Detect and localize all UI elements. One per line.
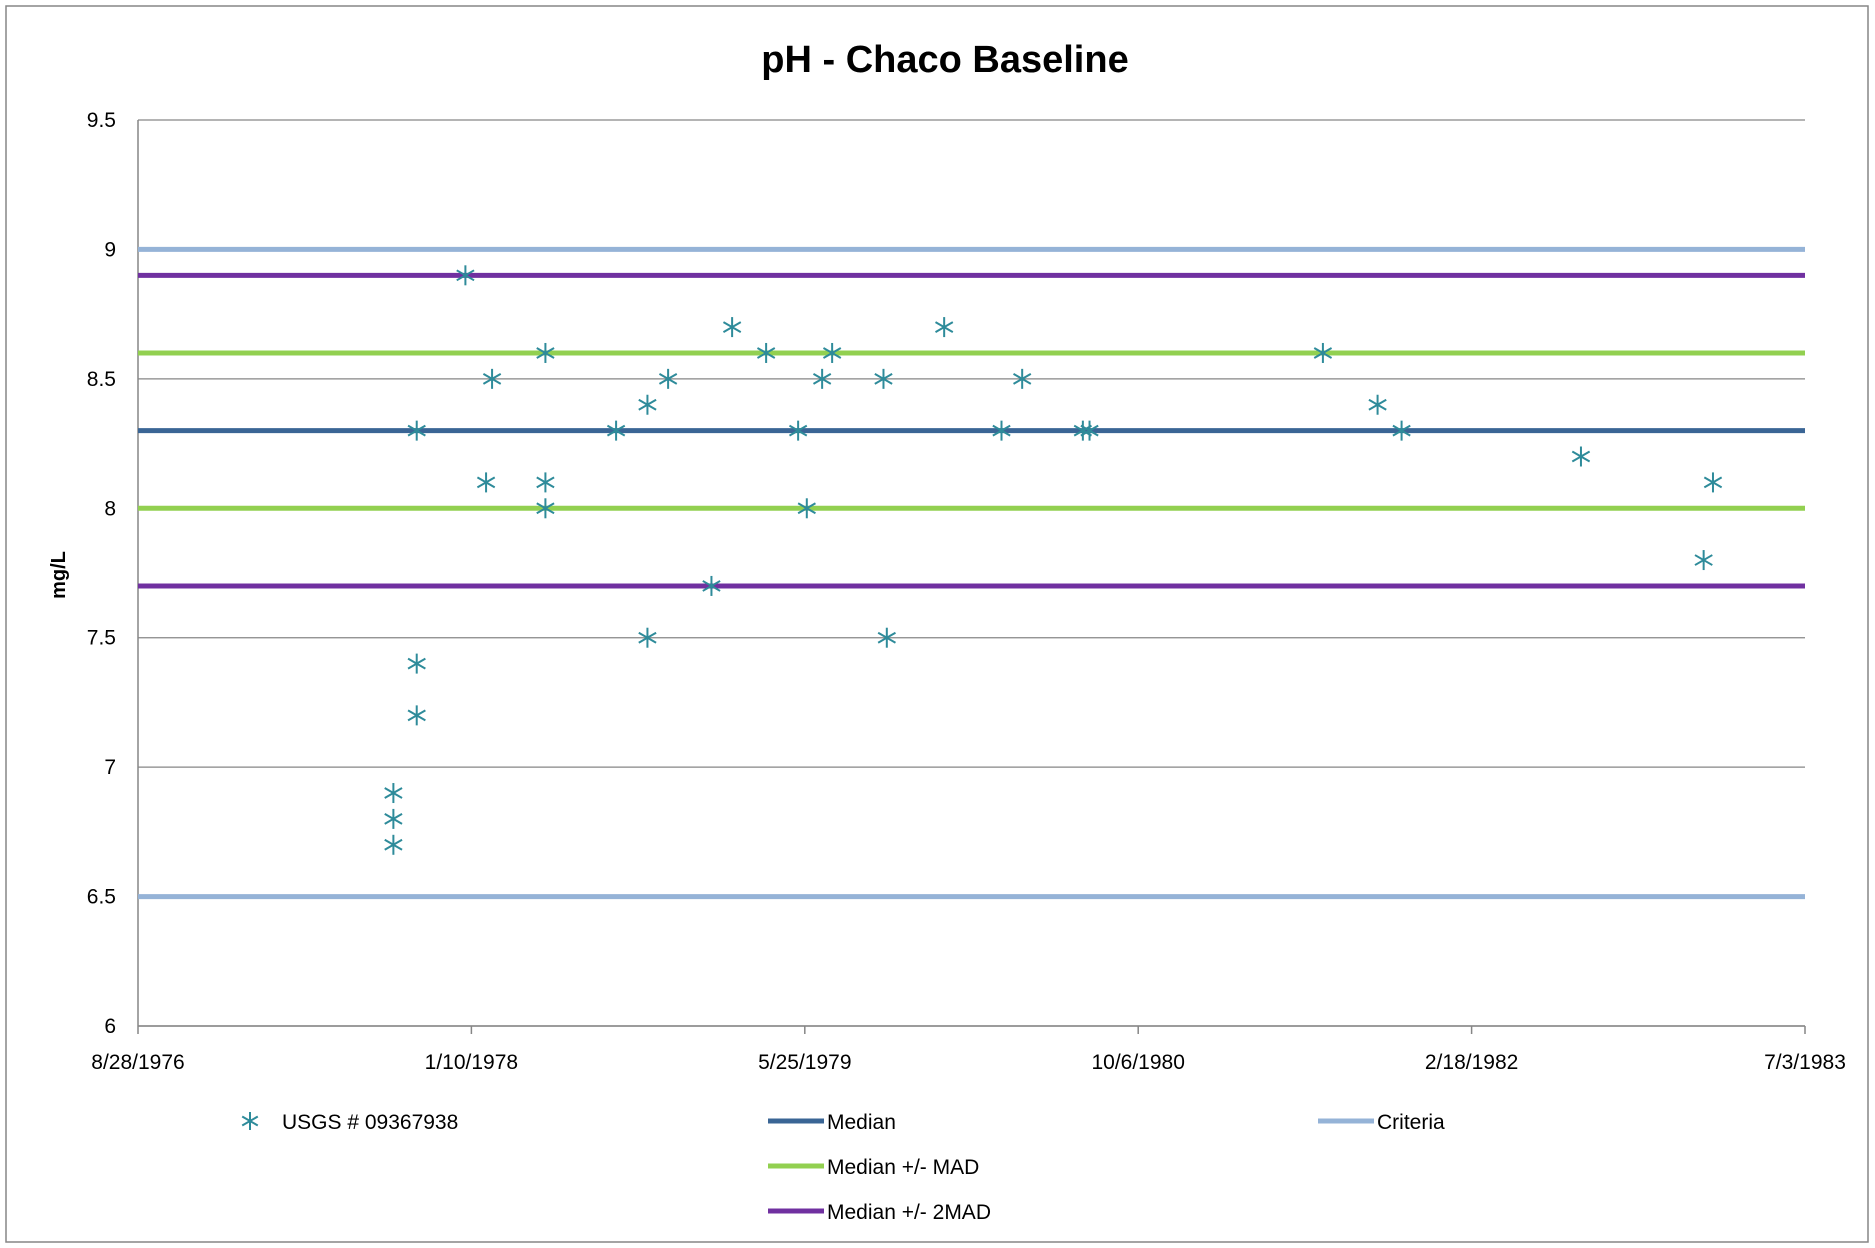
data-point <box>384 834 403 855</box>
data-point <box>756 342 776 363</box>
data-point <box>407 705 426 726</box>
data-point <box>658 368 678 389</box>
data-point <box>476 472 496 493</box>
y-tick-label: 7 <box>104 756 116 779</box>
data-point <box>1571 446 1591 467</box>
legend-label: Criteria <box>1377 1111 1445 1134</box>
y-tick-label: 6.5 <box>87 886 116 909</box>
data-point <box>874 368 893 389</box>
x-tick-label: 8/28/1976 <box>91 1051 184 1074</box>
x-tick-label: 5/25/1979 <box>758 1051 851 1074</box>
y-tick-label: 6 <box>104 1015 116 1038</box>
data-point <box>407 420 426 441</box>
y-tick-label: 9 <box>104 238 116 261</box>
data-point <box>722 317 742 338</box>
legend-item: Median +/- 2MAD <box>768 1201 991 1224</box>
data-point <box>407 653 426 674</box>
legend-label: Median +/- MAD <box>827 1156 979 1179</box>
legend-label: Median <box>827 1111 896 1134</box>
y-tick-label: 8.5 <box>87 368 116 391</box>
data-point <box>702 575 721 596</box>
data-point <box>1080 420 1099 441</box>
legend-label: USGS # 09367938 <box>282 1111 458 1134</box>
data-point <box>1313 342 1333 363</box>
x-tick-label: 2/18/1982 <box>1425 1051 1518 1074</box>
data-point <box>822 342 842 363</box>
data-points <box>384 265 1723 855</box>
legend-item: USGS # 09367938 <box>241 1111 458 1134</box>
legend-item: Median +/- MAD <box>768 1156 979 1179</box>
axes <box>137 120 1806 1034</box>
x-tick-label: 7/3/1983 <box>1764 1051 1846 1074</box>
legend-label: Median +/- 2MAD <box>827 1201 991 1224</box>
data-point <box>935 317 954 338</box>
data-point <box>384 808 403 829</box>
x-tick-label: 1/10/1978 <box>425 1051 518 1074</box>
data-point <box>536 498 555 519</box>
data-point <box>384 783 403 804</box>
data-point <box>606 420 626 441</box>
data-point <box>788 420 808 441</box>
x-tick-label: 10/6/1980 <box>1091 1051 1184 1074</box>
y-axis-label: mg/L <box>48 551 70 599</box>
legend-item: Median <box>768 1111 896 1134</box>
data-point <box>1703 472 1723 493</box>
data-point <box>877 627 896 648</box>
legend-marker <box>241 1112 259 1130</box>
chart-title: pH - Chaco Baseline <box>761 39 1128 81</box>
data-point <box>536 342 555 363</box>
data-point <box>482 368 502 389</box>
legend: USGS # 09367938 Median Median +/- MAD Media… <box>241 1111 1445 1224</box>
data-point <box>1694 550 1713 571</box>
data-point <box>638 627 657 648</box>
data-point <box>456 265 475 286</box>
data-point <box>1013 368 1032 389</box>
y-tick-label: 8 <box>104 497 116 520</box>
y-tick-label: 9.5 <box>87 109 116 132</box>
tick-labels: 6 6.5 7 7.5 8 8.5 9 9.5 8/28/1976 1/10/1978 5/25/1… <box>87 109 1846 1074</box>
chart-frame <box>5 5 1869 1243</box>
data-point <box>992 420 1011 441</box>
legend-item: Criteria <box>1318 1111 1445 1134</box>
data-point <box>638 394 657 415</box>
data-point <box>812 368 832 389</box>
data-point <box>1368 394 1387 415</box>
data-point <box>1392 420 1411 441</box>
data-point <box>797 498 816 519</box>
data-point <box>536 472 555 493</box>
y-tick-label: 7.5 <box>87 627 116 650</box>
